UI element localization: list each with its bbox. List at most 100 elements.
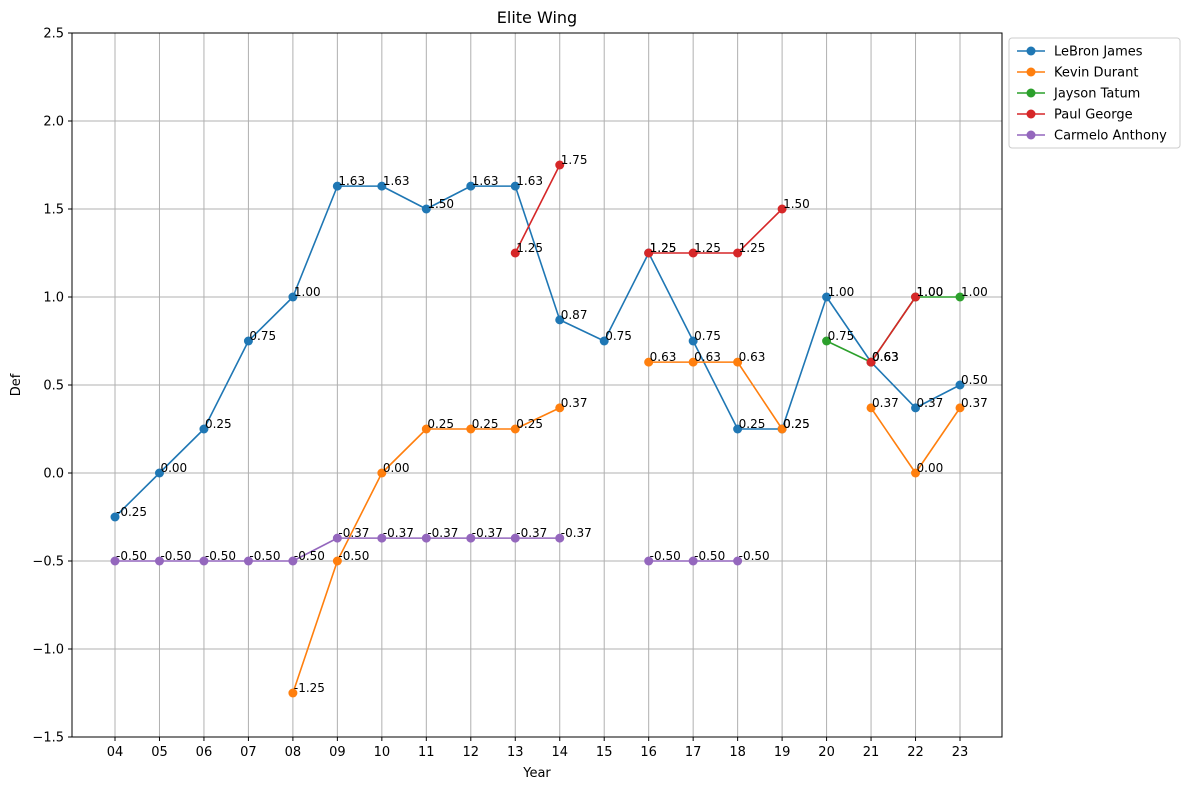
- data-label: 0.00: [160, 461, 187, 475]
- x-tick-label: 17: [685, 745, 702, 760]
- y-tick-label: 1.0: [43, 291, 64, 306]
- data-label: 0.37: [872, 396, 899, 410]
- x-tick-label: 19: [774, 745, 791, 760]
- data-label: 0.25: [516, 417, 543, 431]
- data-point: [377, 181, 387, 191]
- data-point: [599, 336, 609, 346]
- x-tick-label: 12: [463, 745, 480, 760]
- y-tick-label: 0.5: [43, 379, 64, 394]
- data-label: 1.00: [828, 285, 855, 299]
- x-tick-label: 09: [329, 745, 346, 760]
- data-point: [688, 357, 698, 367]
- data-point: [332, 533, 342, 543]
- data-label: 0.63: [739, 350, 766, 364]
- data-point: [110, 512, 120, 522]
- series-line: [514, 164, 561, 254]
- legend-label: Paul George: [1054, 108, 1133, 123]
- data-label: -0.37: [561, 526, 592, 540]
- data-label: -0.37: [383, 526, 414, 540]
- data-label: 1.00: [917, 285, 944, 299]
- data-label: -0.50: [205, 549, 236, 563]
- data-point: [733, 424, 743, 434]
- data-point: [510, 181, 520, 191]
- data-label: 1.63: [472, 174, 499, 188]
- data-point: [733, 556, 743, 566]
- data-point: [510, 248, 520, 258]
- data-label: 0.00: [383, 461, 410, 475]
- data-label: 1.50: [783, 197, 810, 211]
- series-line: [648, 361, 783, 430]
- data-point: [955, 380, 965, 390]
- x-tick-label: 13: [507, 745, 524, 760]
- data-label: -0.37: [338, 526, 369, 540]
- data-point: [154, 556, 164, 566]
- data-label: 0.63: [694, 350, 721, 364]
- data-label: 1.25: [516, 241, 543, 255]
- legend-box: [1008, 37, 1181, 149]
- data-label: 0.25: [205, 417, 232, 431]
- data-point: [332, 181, 342, 191]
- data-point: [555, 533, 565, 543]
- series-line: [870, 296, 917, 363]
- data-label: 0.25: [783, 417, 810, 431]
- data-point: [510, 533, 520, 543]
- data-point: [733, 357, 743, 367]
- data-label: -0.50: [694, 549, 725, 563]
- legend-marker: [1026, 46, 1036, 56]
- data-label: 1.25: [650, 241, 677, 255]
- data-point: [644, 556, 654, 566]
- data-label: 0.63: [872, 350, 899, 364]
- legend-label: Kevin Durant: [1054, 66, 1138, 81]
- data-label: 0.87: [561, 308, 588, 322]
- data-label: 0.00: [917, 461, 944, 475]
- data-label: -0.37: [427, 526, 458, 540]
- data-point: [822, 336, 832, 346]
- x-tick-label: 21: [863, 745, 880, 760]
- y-tick-label: −1.5: [32, 731, 64, 746]
- data-point: [421, 533, 431, 543]
- data-point: [243, 336, 253, 346]
- series-line: [648, 208, 783, 254]
- data-label: -0.37: [516, 526, 547, 540]
- data-label: 0.63: [872, 350, 899, 364]
- data-point: [466, 533, 476, 543]
- series-points: [110, 160, 965, 698]
- data-point: [199, 556, 209, 566]
- data-point: [466, 424, 476, 434]
- legend-label: LeBron James: [1054, 45, 1143, 60]
- data-label: -0.50: [294, 549, 325, 563]
- x-tick-label: 15: [596, 745, 613, 760]
- data-point: [243, 556, 253, 566]
- y-tick-label: −1.0: [32, 643, 64, 658]
- x-tick-label: 20: [818, 745, 835, 760]
- data-label: 0.25: [739, 417, 766, 431]
- data-label: 0.75: [828, 329, 855, 343]
- data-point: [332, 556, 342, 566]
- data-label: 1.63: [338, 174, 365, 188]
- x-tick-label: 14: [551, 745, 568, 760]
- data-point: [777, 204, 787, 214]
- data-point: [377, 468, 387, 478]
- x-axis-title: Year: [522, 766, 551, 781]
- data-label: 0.37: [917, 396, 944, 410]
- x-tick-label: 16: [640, 745, 657, 760]
- data-point: [866, 403, 876, 413]
- y-tick-label: 2.0: [43, 115, 64, 130]
- legend-marker: [1026, 88, 1036, 98]
- data-label: 0.75: [694, 329, 721, 343]
- data-point: [466, 181, 476, 191]
- data-label: 1.63: [383, 174, 410, 188]
- data-label: 1.00: [917, 285, 944, 299]
- y-tick-label: 0.0: [43, 467, 64, 482]
- data-label: 1.63: [516, 174, 543, 188]
- data-point: [911, 292, 921, 302]
- data-point: [555, 403, 565, 413]
- legend-marker: [1026, 109, 1036, 119]
- data-label: 1.75: [561, 153, 588, 167]
- x-tick-label: 18: [729, 745, 746, 760]
- data-point: [555, 315, 565, 325]
- x-tick-label: 07: [240, 745, 257, 760]
- point-labels: -0.25 0.00 0.25 0.75 1.00 1.63 1.63 1.50 1.63 1.6…: [116, 153, 988, 695]
- data-point: [955, 403, 965, 413]
